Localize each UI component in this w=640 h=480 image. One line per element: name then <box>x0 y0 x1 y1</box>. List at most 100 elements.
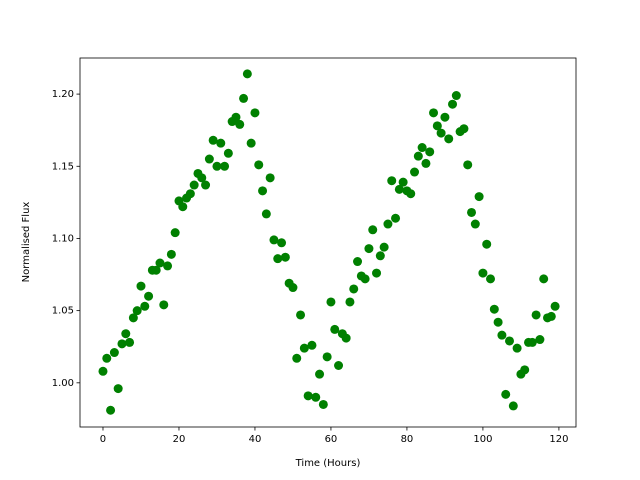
point <box>474 192 484 202</box>
point <box>296 310 306 320</box>
y-tick-label: 1.20 <box>52 89 74 100</box>
point <box>505 336 515 346</box>
point <box>223 148 233 158</box>
point <box>520 365 530 375</box>
point <box>394 184 404 194</box>
point <box>239 93 249 103</box>
point <box>368 225 378 235</box>
point <box>140 301 150 311</box>
point <box>315 369 325 379</box>
point <box>444 134 454 144</box>
point <box>417 143 427 153</box>
point <box>345 297 355 307</box>
point <box>539 274 549 284</box>
point <box>102 353 112 363</box>
point <box>508 401 518 411</box>
point <box>546 311 556 321</box>
plot-frame <box>79 57 577 428</box>
point <box>436 128 446 138</box>
point <box>258 186 268 196</box>
point <box>155 258 165 268</box>
point <box>330 324 340 334</box>
point <box>185 189 195 199</box>
point <box>250 108 260 118</box>
point <box>299 343 309 353</box>
point <box>269 235 279 245</box>
point <box>170 228 180 238</box>
point <box>136 281 146 291</box>
point <box>231 112 241 122</box>
point <box>341 333 351 343</box>
point <box>398 177 408 187</box>
point <box>440 112 450 122</box>
point <box>125 337 135 347</box>
point <box>448 99 458 109</box>
point <box>311 392 321 402</box>
point <box>372 268 382 278</box>
y-axis-label: Normalised Flux <box>21 202 32 283</box>
point <box>277 238 287 248</box>
x-tick-label: 40 <box>249 434 262 445</box>
point <box>413 151 423 161</box>
point <box>482 239 492 249</box>
point <box>406 189 416 199</box>
point <box>383 219 393 229</box>
point <box>334 361 344 370</box>
point <box>463 160 473 170</box>
point <box>216 138 226 148</box>
x-tick-label: 20 <box>173 434 186 445</box>
point <box>459 124 469 134</box>
x-tick-label: 0 <box>100 434 106 445</box>
point <box>391 213 401 223</box>
point <box>109 348 119 358</box>
point <box>132 306 142 316</box>
point <box>349 284 359 294</box>
point <box>178 202 188 212</box>
point <box>280 252 290 262</box>
point <box>421 158 431 168</box>
point <box>201 180 211 190</box>
point <box>527 337 537 347</box>
point <box>254 160 264 170</box>
point <box>425 147 435 157</box>
point <box>375 251 385 261</box>
point <box>512 343 522 353</box>
point <box>303 391 313 401</box>
y-tick-label: 1.15 <box>52 161 74 172</box>
point <box>307 340 317 350</box>
point <box>128 313 138 323</box>
point <box>364 244 374 254</box>
point <box>117 339 127 349</box>
x-tick-label: 80 <box>401 434 414 445</box>
point <box>151 265 161 275</box>
point <box>535 335 545 345</box>
point <box>322 352 332 362</box>
point <box>478 268 488 278</box>
point <box>326 297 336 307</box>
point <box>470 219 480 229</box>
point <box>288 283 298 293</box>
point <box>497 330 507 340</box>
point <box>486 274 496 284</box>
point <box>106 405 116 415</box>
point <box>261 209 271 219</box>
point <box>410 167 420 177</box>
x-tick-label: 60 <box>325 434 338 445</box>
point <box>197 173 207 183</box>
point <box>204 154 214 164</box>
x-tick-label: 120 <box>549 434 568 445</box>
y-tick-label: 1.00 <box>52 378 74 389</box>
point <box>489 304 499 314</box>
point <box>429 108 439 118</box>
point <box>493 317 503 327</box>
point <box>208 135 218 145</box>
point <box>220 161 230 171</box>
point <box>121 329 131 339</box>
point <box>379 242 389 252</box>
point <box>235 119 245 129</box>
point <box>189 180 199 190</box>
point <box>451 91 461 101</box>
point <box>387 176 397 186</box>
point <box>353 257 363 267</box>
